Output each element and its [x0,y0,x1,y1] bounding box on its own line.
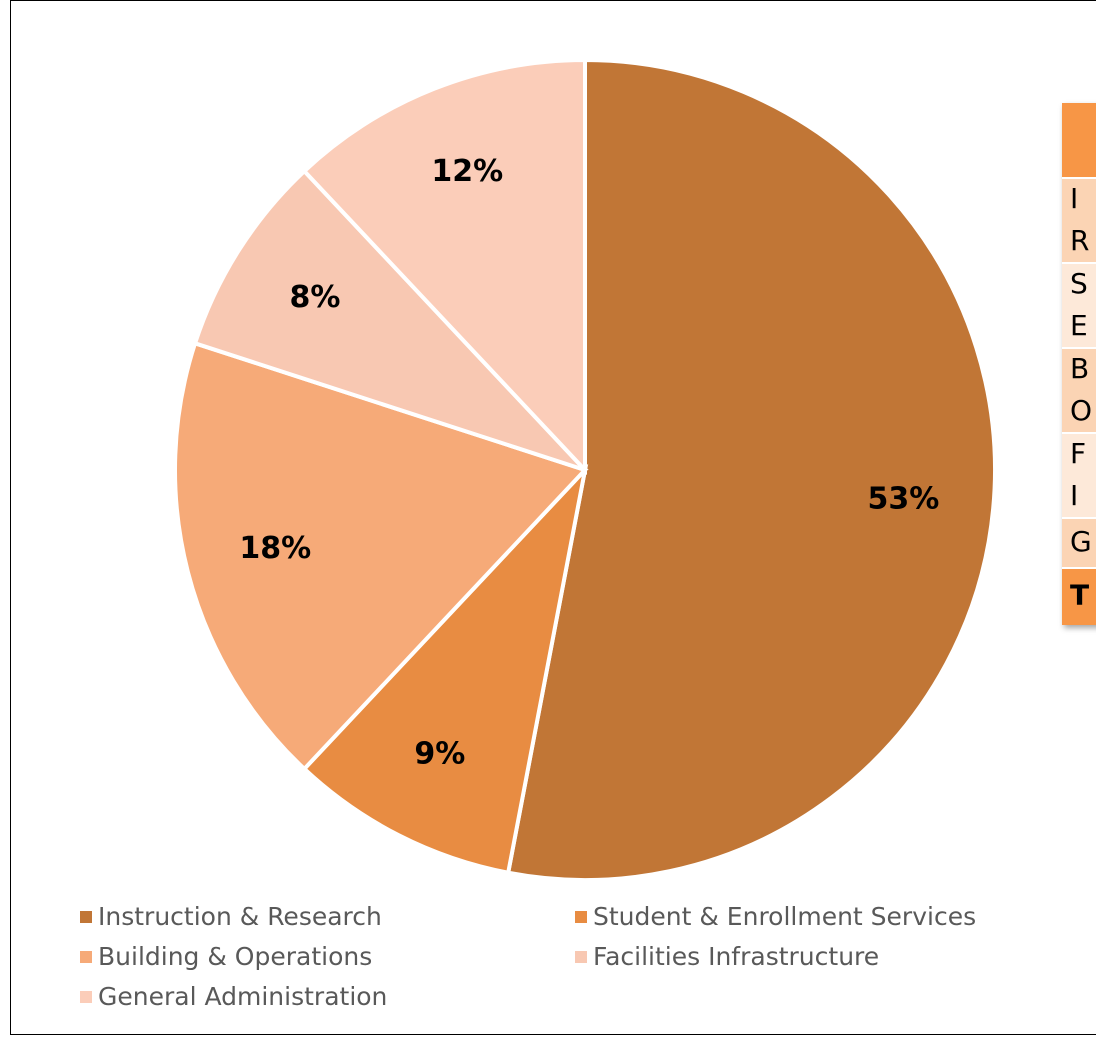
table-row [1062,568,1096,625]
pie-slice [192,168,587,472]
table-row [1062,518,1096,568]
legend-label: Instruction & Research [98,902,382,931]
table-cell: S [1070,267,1088,300]
data-label: 18% [239,531,311,566]
table-header [1062,103,1096,178]
legend-label: Facilities Infrastructure [593,942,879,971]
table-cell: B [1070,352,1089,385]
table-cell: I [1070,182,1078,215]
legend-swatch [80,991,92,1003]
legend: Instruction & Research Student & Enrollme… [80,902,976,1011]
pie-slice [505,57,997,882]
pie: 53% 9% 18% 8% 12% [173,57,997,882]
table-cell: F [1070,437,1086,470]
table-row [1062,433,1096,518]
table-cell: E [1070,309,1088,342]
legend-swatch [80,951,92,963]
table-cell: R [1070,224,1089,257]
legend-label: Student & Enrollment Services [593,902,976,931]
table-row [1062,263,1096,348]
table-cell: O [1070,394,1092,427]
pie-slice [301,57,587,476]
legend-swatch [575,951,587,963]
table-cell: G [1070,525,1092,558]
pie-slice [173,340,589,772]
legend-swatch [575,911,587,923]
data-label: 8% [290,280,341,315]
table-row [1062,348,1096,433]
legend-label: General Administration [98,982,387,1011]
legend-swatch [80,911,92,923]
table-row [1062,178,1096,263]
table-cell: T [1070,579,1089,612]
legend-label: Building & Operations [98,942,372,971]
data-label: 53% [867,482,939,517]
data-label: 12% [431,154,503,189]
pie-slice [301,463,589,876]
data-label: 9% [414,736,465,771]
table-cell: I [1070,479,1078,512]
